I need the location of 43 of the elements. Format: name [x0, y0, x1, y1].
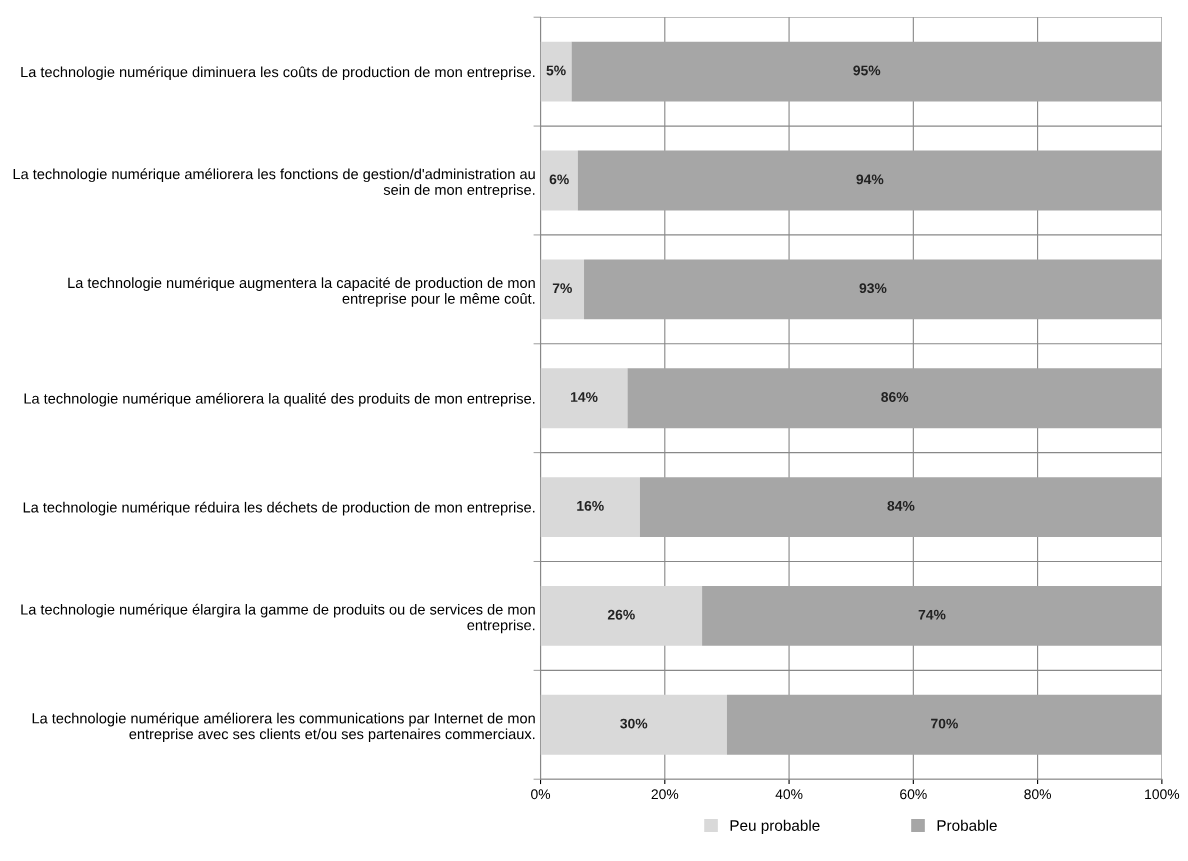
- data-label: 84%: [887, 500, 915, 511]
- y-tick-label: La technologie numérique améliorera la qualité des produits de mon entreprise.: [24, 392, 535, 407]
- data-label: 5%: [546, 65, 566, 76]
- data-label: 70%: [931, 718, 958, 729]
- bar: [540, 259, 585, 320]
- bar: [540, 585, 703, 646]
- legend-label: Probable: [937, 819, 997, 831]
- data-label: 26%: [607, 609, 635, 620]
- legend-label: Peu probable: [730, 819, 820, 834]
- x-tick-label: 100%: [1145, 789, 1180, 800]
- x-tick-label: 60%: [900, 789, 927, 800]
- bar: [726, 694, 1162, 755]
- bar: [627, 368, 1162, 429]
- y-tick-label: La technologie numérique améliorera les fonctions de gestion/d'administration au sein de mon entreprise.: [13, 168, 535, 198]
- data-label: 74%: [918, 609, 946, 620]
- x-tick-label: 0%: [531, 789, 551, 800]
- data-label: 30%: [620, 718, 648, 729]
- bar: [540, 368, 628, 429]
- x-tick-label: 40%: [775, 789, 803, 800]
- y-tick-label: La technologie numérique élargira la gamme de produits ou de services de mon entreprise.: [21, 603, 535, 634]
- bar: [540, 477, 640, 537]
- bar: [571, 41, 1162, 102]
- y-tick-label: La technologie numérique diminuera les coûts de production de mon entreprise.: [21, 66, 535, 81]
- data-label: 95%: [853, 65, 881, 76]
- bar: [702, 585, 1162, 646]
- data-label: 7%: [552, 283, 572, 294]
- bar: [584, 259, 1162, 320]
- bar: [540, 41, 572, 102]
- x-tick-label: 20%: [651, 789, 679, 800]
- data-label: 16%: [577, 500, 604, 511]
- data-label: 93%: [859, 283, 887, 294]
- data-label: 86%: [881, 392, 909, 402]
- bar: [540, 694, 727, 755]
- y-tick-label: La technologie numérique améliorera les communications par Internet de mon entreprise avec ses clients et/ou ses partenaires commerciaux.: [32, 712, 535, 743]
- y-tick-label: La technologie numérique augmentera la capacité de production de mon entreprise pour le même coût.: [68, 277, 535, 307]
- y-tick-label: La technologie numérique réduira les déchets de production de mon entreprise.: [23, 501, 535, 516]
- data-label: 6%: [549, 174, 569, 185]
- bar: [577, 150, 1162, 211]
- bar: [540, 150, 578, 211]
- data-label: 94%: [856, 174, 884, 185]
- bar: [639, 477, 1162, 537]
- data-label: 14%: [571, 392, 598, 402]
- x-tick-label: 80%: [1024, 789, 1051, 800]
